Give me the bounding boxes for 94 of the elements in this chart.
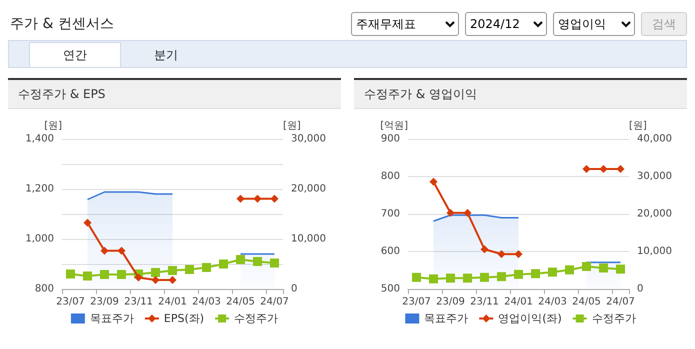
y-tick-label: 1,000 (25, 234, 54, 244)
point (514, 270, 523, 279)
legend-label: 수정주가 (592, 312, 636, 325)
point (463, 274, 472, 283)
text: 주재무제표 (351, 12, 459, 36)
y2-axis-title: [원] (283, 120, 301, 132)
y-axis-title: [원] (44, 120, 62, 132)
point (117, 270, 126, 279)
legend-label: 영업이익(좌) (498, 312, 562, 325)
x-tick-label: 24/03 (538, 296, 567, 308)
point (446, 208, 454, 217)
y2-tick-label: 10,000 (291, 234, 326, 244)
x-tick-label: 23/09 (90, 296, 119, 308)
chart-title: 수정주가 & 영업이익 (354, 80, 687, 109)
point (446, 274, 455, 283)
y2-tick-label: 30,000 (637, 171, 672, 182)
x-tick-label: 24/07 (606, 296, 635, 308)
y-tick-label: 900 (380, 134, 400, 144)
point (254, 194, 262, 203)
y-tick-label: 600 (380, 246, 400, 257)
point (134, 274, 142, 282)
x-tick-label: 24/05 (226, 296, 255, 308)
y2-tick-label: 20,000 (291, 184, 326, 194)
x-tick-label: 24/03 (192, 296, 221, 308)
point (480, 245, 488, 254)
x-tick-label: 23/07 (56, 296, 85, 308)
point (497, 272, 506, 282)
point (100, 270, 109, 279)
x-tick-label: 23/07 (402, 296, 431, 308)
point (152, 276, 160, 284)
y-tick-label: 800 (380, 171, 400, 182)
point (185, 265, 194, 274)
text: 분기 (153, 47, 179, 64)
point (464, 208, 472, 217)
point (430, 178, 438, 186)
legend-label: 수정주가 (234, 312, 278, 325)
legend-label: 목표주가 (90, 312, 134, 325)
point (600, 165, 608, 173)
point (270, 194, 278, 203)
point (616, 165, 624, 173)
point (151, 268, 160, 277)
text: 검색 (641, 12, 687, 36)
point (582, 262, 591, 271)
point (582, 165, 590, 173)
point (565, 265, 574, 274)
point (514, 250, 522, 258)
point (412, 272, 421, 282)
legend-label: 목표주가 (424, 312, 468, 325)
point (219, 260, 228, 268)
y2-tick-label: 20,000 (637, 208, 672, 220)
point (616, 264, 625, 274)
point (236, 194, 244, 203)
x-tick-label: 24/01 (504, 296, 533, 308)
text: 주가 & 컨센서스 (9, 15, 114, 33)
point (202, 263, 211, 272)
point (480, 272, 489, 282)
point (236, 255, 245, 264)
text: 영업이익 (553, 12, 635, 36)
point (83, 272, 92, 280)
y-tick-label: 500 (380, 284, 400, 294)
text: 연간 (29, 42, 121, 67)
x-tick-label: 24/01 (158, 296, 187, 308)
x-tick-label: 23/11 (124, 296, 153, 308)
x-tick-label: 24/05 (572, 296, 601, 308)
point (118, 246, 126, 255)
point (429, 274, 438, 284)
x-tick-label: 24/07 (260, 296, 289, 308)
y2-tick-label: 40,000 (637, 134, 672, 144)
point (100, 246, 108, 255)
chart-title: 수정주가 & EPS (8, 80, 341, 109)
y2-tick-label: 0 (291, 284, 298, 294)
y-axis-title: [억원] (380, 120, 408, 132)
point (548, 268, 557, 277)
y2-axis-title: [원] (629, 120, 647, 132)
text: 2024/12 (465, 12, 547, 36)
point (599, 264, 608, 272)
y2-tick-label: 0 (637, 284, 644, 294)
point (253, 257, 262, 266)
point (168, 266, 177, 275)
y-tick-label: 800 (34, 284, 54, 294)
x-tick-label: 23/11 (470, 296, 499, 308)
x-tick-label: 23/09 (436, 296, 465, 308)
y-tick-label: 1,400 (25, 134, 54, 144)
legend-label: EPS(좌) (164, 312, 204, 325)
y-tick-label: 1,200 (25, 184, 54, 194)
y2-tick-label: 10,000 (637, 246, 672, 257)
point (66, 270, 75, 278)
point (168, 276, 176, 284)
point (84, 218, 92, 227)
y-tick-label: 700 (380, 208, 400, 220)
y2-tick-label: 30,000 (291, 134, 326, 144)
point (498, 250, 506, 258)
point (531, 269, 540, 278)
point (270, 258, 279, 268)
